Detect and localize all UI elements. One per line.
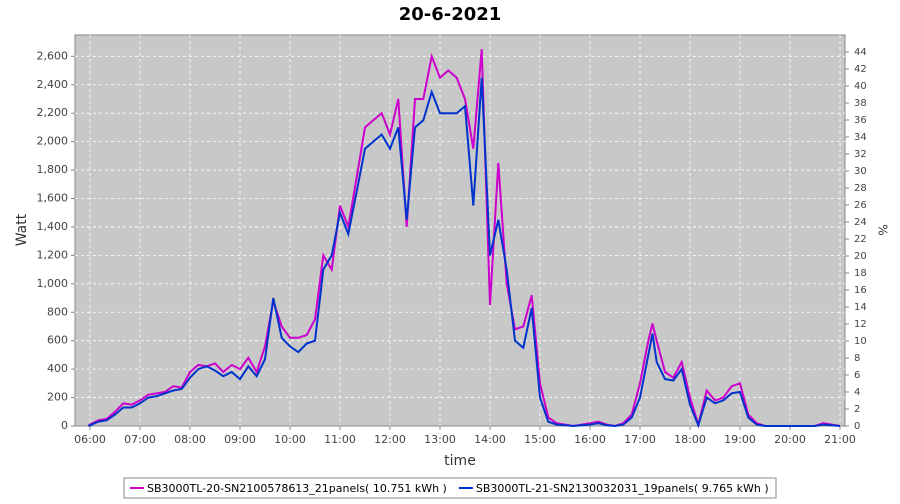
- y-tick-label: 1,400: [37, 220, 69, 233]
- y-tick-label: 2,400: [37, 78, 69, 91]
- y-tick-label: 1,000: [37, 277, 69, 290]
- y-tick-label: 1,600: [37, 192, 69, 205]
- chart-title: 20-6-2021: [399, 4, 502, 25]
- y2-tick-label: 40: [854, 81, 867, 92]
- y2-tick-label: 28: [854, 183, 867, 194]
- y2-tick-label: 42: [854, 64, 867, 75]
- y2-tick-label: 20: [854, 251, 867, 262]
- y2-tick-label: 34: [854, 132, 867, 143]
- y2-tick-label: 32: [854, 149, 867, 160]
- y2-tick-label: 36: [854, 115, 867, 126]
- y2-tick-label: 8: [854, 353, 860, 364]
- x-tick-label: 13:00: [424, 433, 456, 446]
- y-tick-label: 800: [47, 305, 68, 318]
- y-tick-label: 2,600: [37, 49, 69, 62]
- y-axis-label: Watt: [14, 213, 30, 246]
- x-tick-label: 14:00: [474, 433, 506, 446]
- x-tick-label: 21:00: [824, 433, 856, 446]
- y2-tick-label: 24: [854, 217, 867, 228]
- x-tick-label: 20:00: [774, 433, 806, 446]
- y2-tick-label: 26: [854, 200, 867, 211]
- y2-tick-label: 16: [854, 285, 867, 296]
- y2-tick-label: 4: [854, 387, 860, 398]
- y-tick-label: 600: [47, 334, 68, 347]
- y-tick-label: 2,000: [37, 135, 69, 148]
- legend: [123, 477, 777, 499]
- y2-tick-label: 22: [854, 234, 867, 245]
- x-tick-label: 15:00: [524, 433, 556, 446]
- x-tick-label: 18:00: [674, 433, 706, 446]
- legend-label: SB3000TL-21-SN2130032031_19panels( 9.765…: [476, 482, 769, 495]
- x-tick-label: 12:00: [374, 433, 406, 446]
- x-tick-label: 17:00: [624, 433, 656, 446]
- x-tick-label: 11:00: [324, 433, 356, 446]
- y2-tick-label: 0: [854, 421, 860, 432]
- y-tick-label: 0: [61, 419, 68, 432]
- y2-tick-label: 14: [854, 302, 867, 313]
- y2-tick-label: 18: [854, 268, 867, 279]
- y-tick-label: 1,800: [37, 163, 69, 176]
- y2-axis-label: %: [876, 224, 890, 235]
- y2-tick-label: 6: [854, 370, 860, 381]
- series-line: [87, 77, 841, 429]
- x-tick-label: 07:00: [124, 433, 156, 446]
- x-tick-label: 09:00: [224, 433, 256, 446]
- x-tick-label: 10:00: [274, 433, 306, 446]
- plot-area: [74, 34, 846, 427]
- y-tick-label: 200: [47, 391, 68, 404]
- x-tick-label: 19:00: [724, 433, 756, 446]
- y2-tick-label: 2: [854, 404, 860, 415]
- y-tick-label: 1,200: [37, 248, 69, 261]
- y-tick-label: 2,200: [37, 106, 69, 119]
- x-tick-label: 16:00: [574, 433, 606, 446]
- y2-tick-label: 30: [854, 166, 867, 177]
- x-axis-label: time: [444, 453, 476, 469]
- x-tick-label: 08:00: [174, 433, 206, 446]
- y2-tick-label: 44: [854, 47, 867, 58]
- x-tick-label: 06:00: [74, 433, 106, 446]
- legend-label: SB3000TL-20-SN2100578613_21panels( 10.75…: [147, 482, 447, 495]
- y2-tick-label: 12: [854, 319, 867, 330]
- y2-tick-label: 10: [854, 336, 867, 347]
- y2-tick-label: 38: [854, 98, 867, 109]
- y-tick-label: 400: [47, 362, 68, 375]
